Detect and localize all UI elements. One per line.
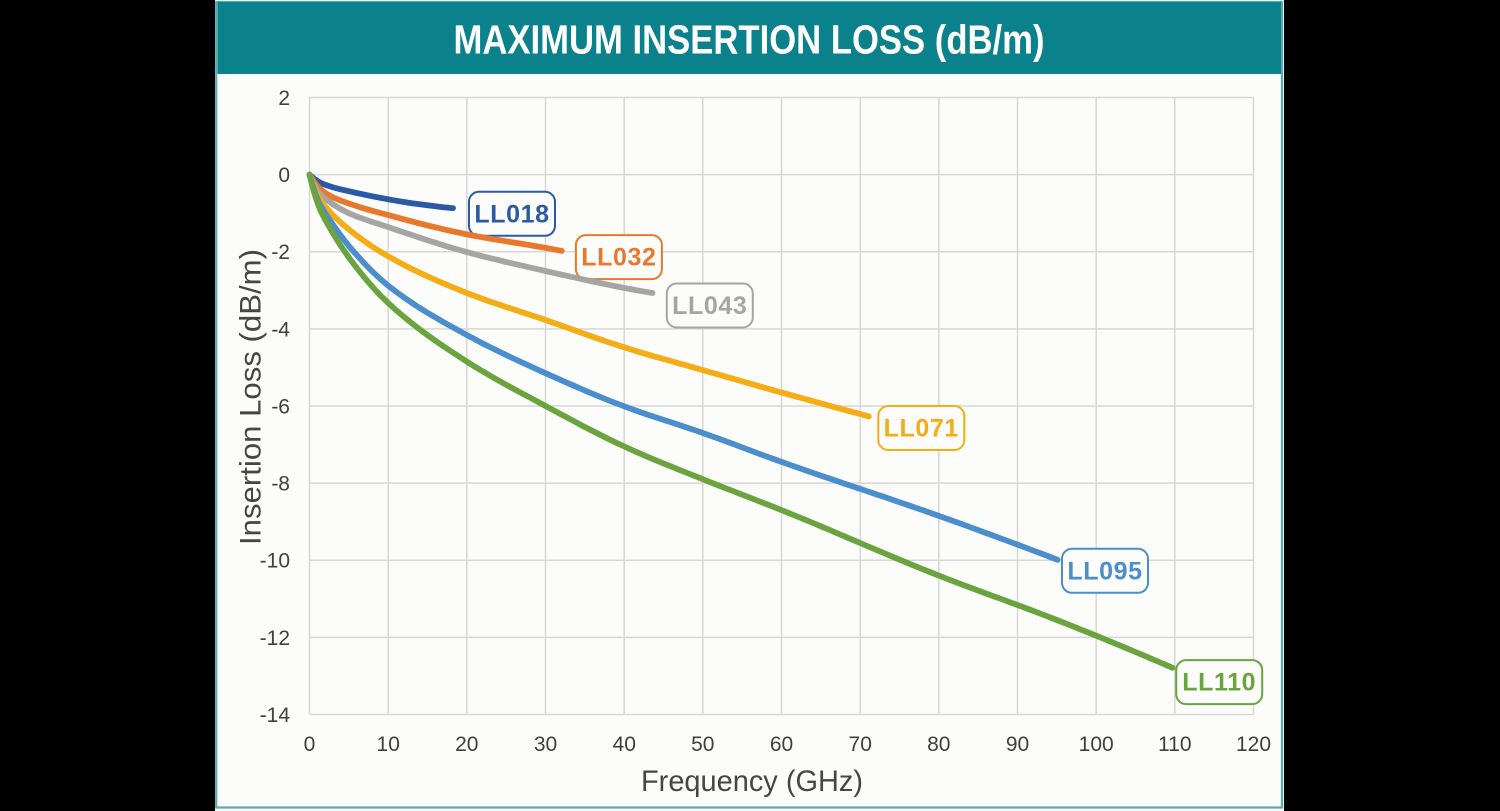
- svg-text:60: 60: [770, 733, 793, 756]
- svg-text:LL032: LL032: [581, 244, 656, 272]
- svg-text:90: 90: [1006, 733, 1029, 756]
- svg-text:100: 100: [1079, 733, 1114, 756]
- svg-text:110: 110: [1158, 733, 1191, 756]
- svg-text:30: 30: [534, 733, 557, 756]
- svg-text:40: 40: [613, 733, 636, 756]
- svg-text:0: 0: [304, 733, 316, 756]
- svg-text:10: 10: [377, 733, 400, 756]
- svg-text:120: 120: [1236, 733, 1271, 756]
- svg-text:80: 80: [927, 733, 950, 756]
- svg-text:Insertion Loss (dB/m): Insertion Loss (dB/m): [235, 249, 268, 545]
- svg-text:-8: -8: [271, 473, 290, 496]
- svg-text:LL043: LL043: [672, 292, 747, 320]
- svg-text:20: 20: [455, 733, 478, 756]
- svg-text:2: 2: [278, 87, 290, 110]
- svg-text:LL095: LL095: [1067, 557, 1142, 585]
- svg-text:0: 0: [278, 164, 290, 187]
- svg-text:MAXIMUM INSERTION LOSS (dB/m): MAXIMUM INSERTION LOSS (dB/m): [454, 17, 1045, 63]
- svg-text:70: 70: [849, 733, 872, 756]
- svg-text:-2: -2: [271, 241, 290, 264]
- svg-text:LL018: LL018: [474, 200, 549, 228]
- svg-text:-10: -10: [260, 550, 290, 573]
- svg-text:LL071: LL071: [884, 415, 959, 443]
- svg-text:LL110: LL110: [1182, 669, 1256, 697]
- svg-text:50: 50: [691, 733, 714, 756]
- svg-text:-12: -12: [260, 627, 290, 650]
- svg-text:-4: -4: [271, 318, 290, 341]
- svg-text:-6: -6: [271, 396, 290, 419]
- svg-text:Frequency (GHz): Frequency (GHz): [641, 765, 863, 798]
- svg-text:-14: -14: [260, 704, 291, 727]
